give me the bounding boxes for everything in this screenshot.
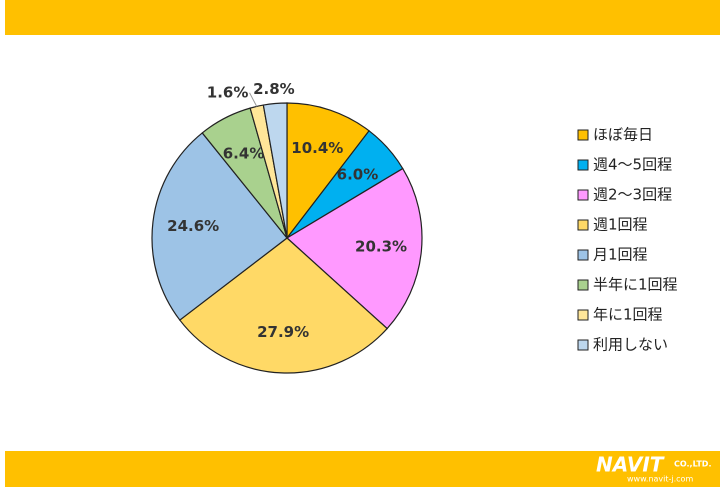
legend-swatch	[577, 279, 589, 291]
legend-label: 利用しない	[593, 336, 668, 354]
data-label: 27.9%	[257, 323, 309, 341]
legend-label: 週1回程	[593, 216, 648, 234]
data-label: 10.4%	[291, 139, 343, 157]
data-label: 6.0%	[337, 166, 379, 184]
data-label: 24.6%	[167, 217, 219, 235]
data-label: 20.3%	[355, 238, 407, 256]
legend-label: 年に1回程	[593, 306, 663, 324]
pie-slice	[178, 237, 388, 374]
legend-label: 月1回程	[593, 246, 648, 264]
legend-label: 週4～5回程	[593, 156, 672, 174]
data-label: 2.8%	[253, 80, 295, 98]
legend-swatch	[577, 129, 589, 141]
legend-label: 半年に1回程	[593, 276, 678, 294]
logo-url: www.navit-j.com	[627, 475, 693, 484]
pie-slice	[285, 167, 423, 330]
pie-slice	[151, 132, 288, 321]
legend-swatch	[577, 339, 589, 351]
legend-swatch	[577, 249, 589, 261]
leader-line	[249, 92, 258, 107]
legend-swatch	[577, 159, 589, 171]
bottom-band	[5, 451, 720, 487]
pie-slice	[286, 102, 370, 240]
data-label: 6.4%	[223, 145, 265, 163]
legend-swatch	[577, 189, 589, 201]
data-label: 1.6%	[207, 83, 249, 101]
legend-label: ほぼ毎日	[593, 126, 653, 144]
legend-swatch	[577, 309, 589, 321]
logo-name: NAVIT	[596, 453, 665, 477]
logo-suffix: CO.,LTD.	[674, 460, 711, 469]
pie-slice	[262, 102, 288, 239]
legend-label: 週2～3回程	[593, 186, 672, 204]
top-band	[5, 0, 720, 35]
legend-swatch	[577, 219, 589, 231]
